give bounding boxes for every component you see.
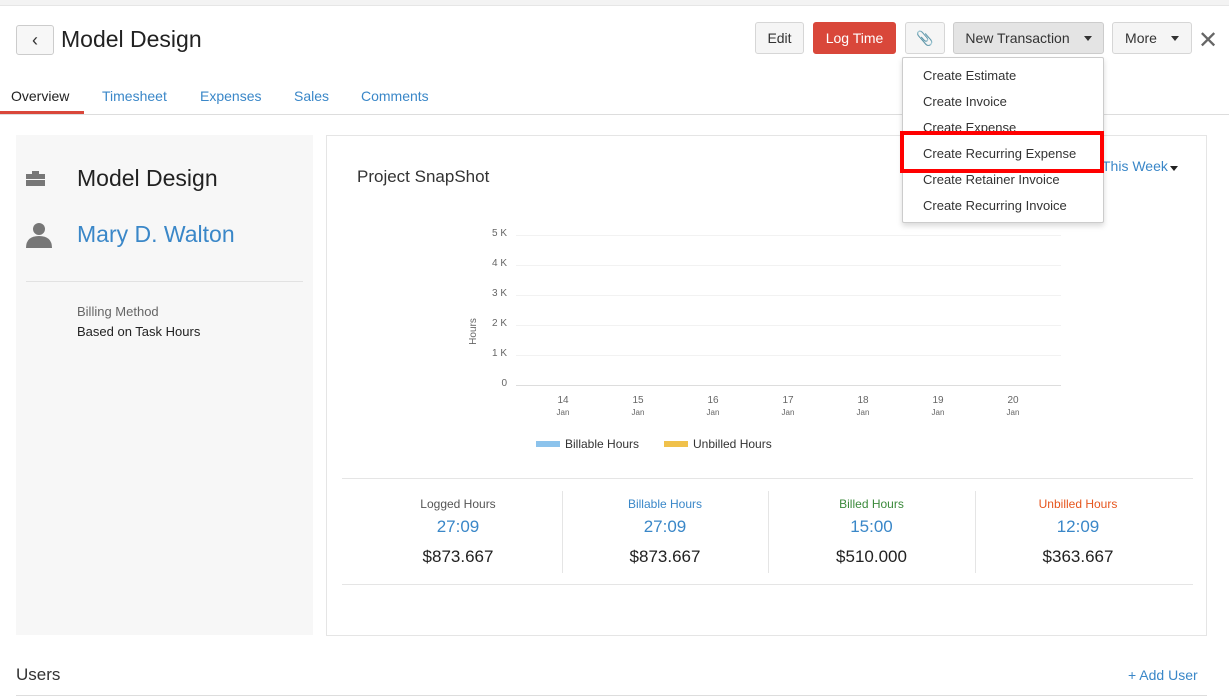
period-dropdown[interactable]: This Week [1102,158,1178,174]
x-tick-label: 14 [557,395,569,406]
x-tick-month: Jan [556,408,570,417]
period-label: This Week [1102,158,1168,174]
legend-swatch [536,441,560,447]
add-user-link[interactable]: + Add User [1128,667,1198,683]
legend-label: Unbilled Hours [693,437,772,451]
y-tick-label: 2 K [491,318,507,329]
stat-label: Billed Hours [839,497,904,511]
gridline [516,235,1061,236]
billing-method-value: Based on Task Hours [77,324,201,339]
stat-amount: $363.667 [1042,547,1114,566]
menu-item-create-recurring-expense[interactable]: Create Recurring Expense [923,146,1077,161]
edit-button[interactable]: Edit [755,22,804,54]
divider [342,584,1193,585]
gridline [516,355,1061,356]
y-tick-label: 1 K [491,348,507,359]
stat-label: Unbilled Hours [1038,497,1118,511]
project-name: Model Design [77,165,218,191]
stat-block: Billable Hours 27:09 $873.667 [561,491,768,573]
gridline [516,265,1061,266]
briefcase-icon [26,171,45,186]
x-tick-month: Jan [856,408,870,417]
chevron-left-icon: ‹ [32,29,38,50]
attach-button[interactable]: 📎 [905,22,945,54]
divider [16,695,1207,696]
legend-swatch [664,441,688,447]
tab-comments[interactable]: Comments [361,88,429,104]
new-transaction-button[interactable]: New Transaction [953,22,1104,54]
y-tick-label: 3 K [491,288,507,299]
divider [26,281,303,282]
x-tick-label: 16 [707,395,719,406]
tab-sales[interactable]: Sales [294,88,330,104]
project-snapshot-card: Project SnapShot This Week 5 K 4 K 3 K 2 K 1… [326,135,1207,636]
x-tick-month: Jan [781,408,795,417]
billing-method-label: Billing Method [77,304,159,319]
more-label: More [1125,30,1157,46]
caret-down-icon [1170,35,1179,41]
tab-expenses[interactable]: Expenses [200,88,262,104]
back-button[interactable]: ‹ [16,25,54,55]
user-icon [26,223,52,248]
menu-item-create-estimate[interactable]: Create Estimate [923,68,1017,83]
x-tick-label: 17 [782,395,794,406]
divider [342,478,1193,479]
tab-overview[interactable]: Overview [11,88,70,104]
page-title: Model Design [61,26,202,52]
menu-item-create-retainer-invoice[interactable]: Create Retainer Invoice [923,172,1060,187]
users-heading: Users [16,665,61,684]
gridline [516,325,1061,326]
gridline [516,295,1061,296]
tab-bar: Overview Timesheet Expenses Sales Commen… [0,86,1229,115]
y-tick-label: 0 [501,378,507,389]
legend-label: Billable Hours [565,437,640,451]
stat-hours[interactable]: 12:09 [1056,517,1100,536]
stat-label: Logged Hours [420,497,496,511]
paperclip-icon: 📎 [916,29,934,46]
stat-hours[interactable]: 27:09 [643,517,687,536]
gridline [516,385,1061,386]
y-tick-label: 5 K [491,228,507,239]
stats-row: Logged Hours 27:09 $873.667 Billable Hou… [355,491,1181,573]
x-tick-label: 19 [932,395,944,406]
x-tick-label: 18 [857,395,869,406]
menu-item-create-invoice[interactable]: Create Invoice [923,94,1007,109]
active-tab-indicator [0,111,84,114]
x-tick-month: Jan [1006,408,1020,417]
stat-block: Logged Hours 27:09 $873.667 [355,491,561,573]
menu-item-create-recurring-invoice[interactable]: Create Recurring Invoice [923,198,1067,213]
project-info-panel: Model Design Mary D. Walton Billing Meth… [16,135,313,635]
more-button[interactable]: More [1112,22,1192,54]
y-axis-label: Hours [467,318,479,345]
stat-block: Billed Hours 15:00 $510.000 [768,491,974,573]
x-tick-label: 15 [632,395,644,406]
customer-link[interactable]: Mary D. Walton [77,221,235,247]
hours-chart: 5 K 4 K 3 K 2 K 1 K 0 Hours 14 Jan 15 Jan 16 Jan 17 Ja… [327,136,1208,466]
log-time-button[interactable]: Log Time [813,22,896,54]
new-transaction-label: New Transaction [965,30,1070,46]
x-tick-month: Jan [706,408,720,417]
stat-hours[interactable]: 27:09 [436,517,480,536]
caret-down-icon [1169,166,1178,171]
x-tick-month: Jan [631,408,645,417]
stat-block: Unbilled Hours 12:09 $363.667 [974,491,1181,573]
x-tick-month: Jan [931,408,945,417]
caret-down-icon [1083,35,1092,41]
stat-amount: $510.000 [836,547,907,566]
tab-timesheet[interactable]: Timesheet [102,88,167,104]
stat-amount: $873.667 [629,547,701,566]
highlight-box [900,131,1104,173]
close-icon[interactable]: ✕ [1198,27,1219,54]
top-bar [0,0,1229,6]
snapshot-title: Project SnapShot [357,167,490,186]
stat-label: Billable Hours [627,497,703,511]
new-transaction-menu: Create Estimate Create Invoice Create Ex… [902,57,1104,223]
stat-amount: $873.667 [422,547,494,566]
stat-hours[interactable]: 15:00 [850,517,893,536]
x-tick-label: 20 [1007,395,1019,406]
y-tick-label: 4 K [491,258,507,269]
